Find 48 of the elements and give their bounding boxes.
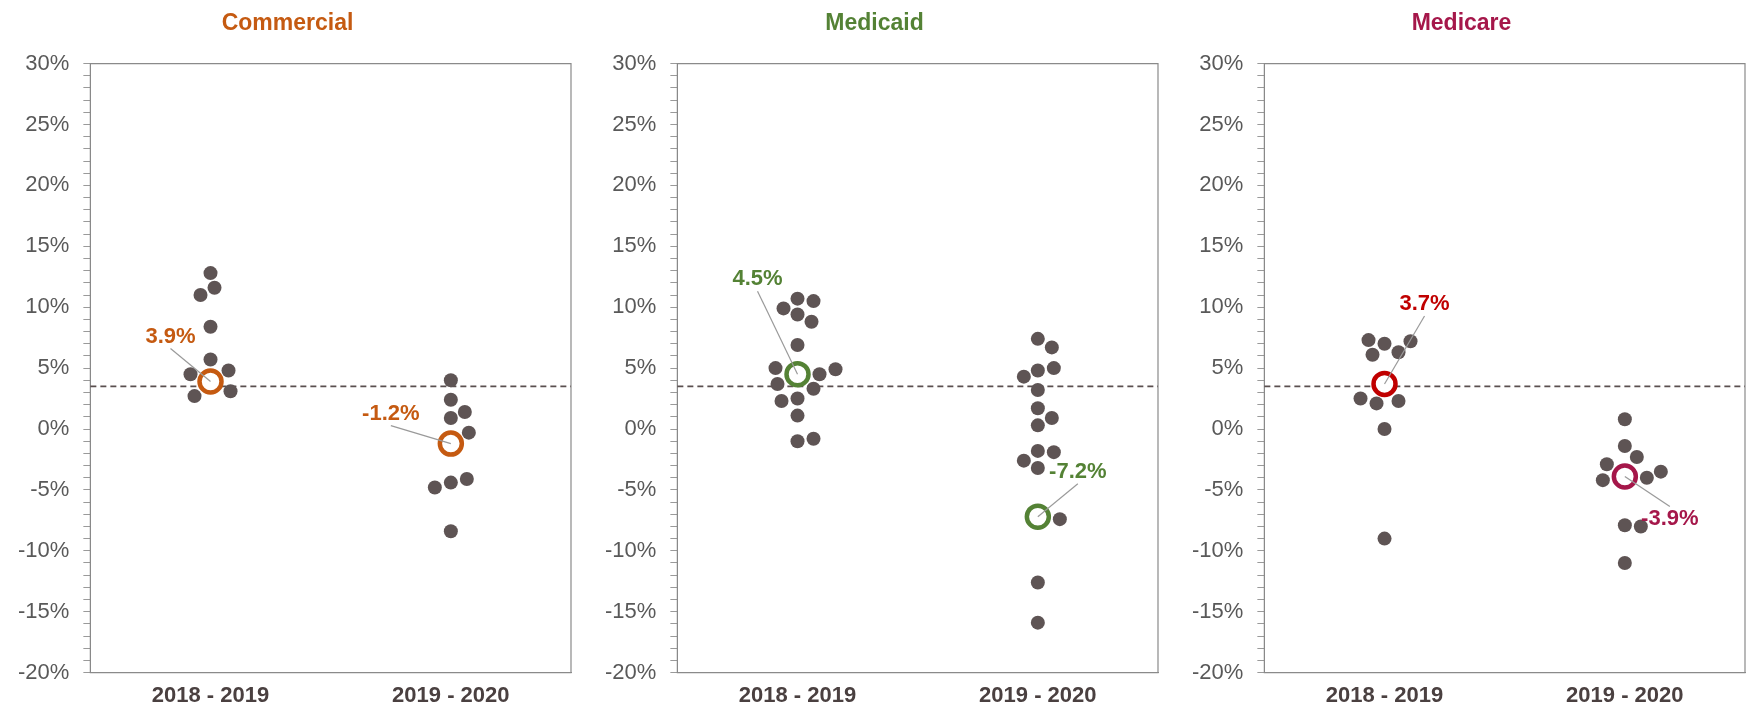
y-tick-label: -20% — [18, 658, 70, 684]
y-tick-label: 5% — [624, 354, 657, 380]
chart-title: Commercial — [221, 9, 354, 36]
y-tick-label: -10% — [18, 536, 70, 562]
y-tick-label: 0% — [624, 415, 657, 441]
data-label: 4.5% — [732, 265, 783, 291]
y-tick-label: 15% — [612, 232, 657, 258]
y-tick-label: 10% — [612, 293, 657, 319]
y-tick-label: -5% — [617, 475, 657, 501]
data-label: 3.9% — [145, 322, 196, 348]
x-tick-label: 2018 - 2019 — [1325, 681, 1444, 707]
y-tick-label: 0% — [37, 415, 70, 441]
x-tick-label: 2019 - 2020 — [392, 681, 510, 707]
y-tick-label: 5% — [37, 354, 70, 380]
y-tick-label: -10% — [1192, 536, 1244, 562]
data-label: -3.9% — [1641, 504, 1699, 530]
chart-title: Medicare — [1411, 9, 1512, 36]
y-tick-label: 20% — [612, 171, 657, 197]
data-label: -1.2% — [362, 399, 420, 425]
y-tick-label: 30% — [1199, 49, 1244, 75]
y-tick-label: 20% — [1199, 171, 1244, 197]
y-tick-label: -5% — [30, 475, 70, 501]
x-tick-label: 2019 - 2020 — [1566, 681, 1684, 707]
y-tick-label: -15% — [605, 597, 657, 623]
y-tick-label: 25% — [1199, 110, 1244, 136]
y-tick-label: 10% — [1199, 293, 1244, 319]
data-label: -7.2% — [1049, 457, 1107, 483]
y-tick-label: 25% — [25, 110, 70, 136]
y-tick-label: -15% — [1192, 597, 1244, 623]
y-tick-label: -15% — [18, 597, 70, 623]
y-tick-label: -10% — [605, 536, 657, 562]
y-tick-label: 20% — [25, 171, 70, 197]
y-tick-label: 15% — [25, 232, 70, 258]
y-tick-label: 25% — [612, 110, 657, 136]
y-tick-label: 15% — [1199, 232, 1244, 258]
y-tick-label: -20% — [605, 658, 657, 684]
y-tick-label: 30% — [25, 49, 70, 75]
y-tick-label: -5% — [1204, 475, 1244, 501]
y-tick-label: 30% — [612, 49, 657, 75]
x-tick-label: 2018 - 2019 — [151, 681, 270, 707]
data-label: 3.7% — [1399, 290, 1450, 315]
x-tick-label: 2019 - 2020 — [979, 681, 1097, 707]
y-tick-label: 0% — [1211, 415, 1244, 441]
y-tick-label: -20% — [1192, 658, 1244, 684]
chart-title: Medicaid — [825, 9, 924, 36]
y-tick-label: 10% — [25, 293, 70, 319]
y-tick-label: 5% — [1211, 354, 1244, 380]
x-tick-label: 2018 - 2019 — [738, 681, 857, 707]
